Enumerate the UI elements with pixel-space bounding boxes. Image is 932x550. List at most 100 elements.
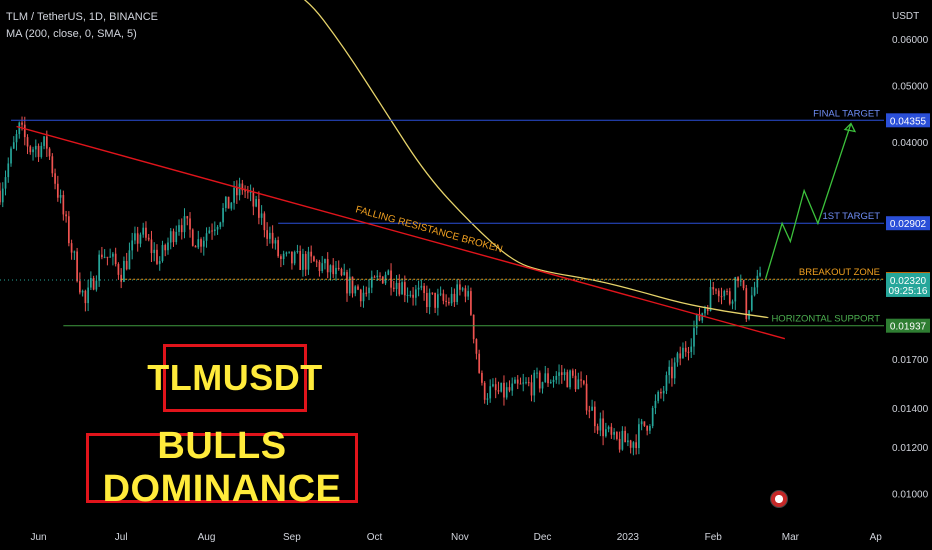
- level-label-1: 1ST TARGET: [822, 211, 880, 222]
- candle-body: [359, 289, 362, 302]
- candle-body: [335, 267, 337, 275]
- candle-body: [340, 269, 343, 276]
- candle-body: [649, 426, 651, 431]
- candle-body: [373, 276, 376, 278]
- candle-body: [293, 252, 296, 264]
- candle-body: [629, 440, 632, 448]
- candle-body: [684, 347, 687, 352]
- candle-body: [687, 351, 690, 353]
- candle-body: [481, 372, 483, 383]
- candle-body: [70, 243, 73, 253]
- candle-body: [112, 253, 114, 257]
- us-flag-icon: [770, 490, 788, 508]
- candle-body: [682, 347, 684, 359]
- candle-body: [723, 291, 726, 297]
- candle-body: [673, 362, 676, 379]
- headline-callout-box: BULLS DOMINANCE: [86, 425, 358, 510]
- candle-body: [79, 281, 81, 293]
- candle-body: [456, 284, 459, 303]
- candle-body: [489, 386, 492, 399]
- candle-body: [296, 251, 299, 253]
- candle-body: [131, 240, 134, 251]
- candle-body: [15, 134, 18, 143]
- candle-body: [657, 391, 660, 401]
- candle-body: [525, 382, 527, 384]
- candle-body: [230, 202, 233, 209]
- falling-resistance-line: [16, 125, 786, 340]
- candle-body: [332, 265, 335, 275]
- candle-body: [178, 225, 180, 232]
- candle-body: [271, 232, 274, 244]
- candle-body: [417, 287, 420, 290]
- candle-body: [7, 163, 10, 178]
- candle-body: [244, 190, 246, 192]
- candle-body: [189, 218, 191, 230]
- candle-body: [211, 230, 213, 232]
- candle-body: [409, 294, 412, 296]
- current-price-badge-bg: [886, 272, 930, 297]
- candle-body: [222, 207, 224, 223]
- x-tick-label-0: Jun: [30, 532, 46, 543]
- candle-body: [591, 406, 593, 411]
- candle-body: [269, 232, 271, 239]
- candle-body: [368, 287, 370, 294]
- candle-body: [640, 421, 643, 425]
- candle-body: [117, 264, 120, 275]
- candle-body: [552, 379, 555, 383]
- candle-body: [197, 239, 200, 248]
- level-badge-0-bg: [886, 113, 930, 128]
- candle-body: [324, 259, 326, 264]
- candle-body: [354, 286, 357, 294]
- candle-body: [109, 256, 112, 258]
- x-tick-label-3: Sep: [283, 532, 301, 543]
- candle-body: [153, 249, 156, 254]
- candle-body: [40, 145, 43, 157]
- candle-body: [726, 291, 728, 293]
- candle-body: [139, 234, 142, 244]
- candle-body: [351, 276, 354, 294]
- candle-body: [425, 293, 428, 308]
- candle-body: [252, 191, 255, 207]
- candle-body: [635, 442, 638, 449]
- candle-body: [150, 239, 153, 254]
- candle-body: [26, 137, 29, 147]
- candle-body: [357, 286, 359, 290]
- candle-body: [478, 353, 481, 373]
- y-tick-label-0: 0.06000: [892, 35, 929, 46]
- candle-body: [106, 256, 109, 258]
- y-tick-label-6: 0.01000: [892, 489, 929, 500]
- candle-body: [288, 251, 291, 253]
- candle-body: [445, 300, 447, 302]
- candle-body: [241, 183, 244, 191]
- candle-body: [51, 156, 54, 174]
- candle-body: [406, 294, 409, 296]
- candle-body: [676, 353, 679, 363]
- candle-body: [34, 145, 37, 150]
- candle-body: [48, 148, 51, 157]
- candle-body: [577, 379, 580, 390]
- candle-body: [621, 430, 624, 450]
- current-price-badge-text: 0.02320: [890, 276, 927, 287]
- level-badge-3-text: 0.01937: [890, 322, 927, 333]
- candle-body: [638, 424, 640, 449]
- candle-body: [258, 199, 260, 218]
- candle-body: [1, 188, 4, 203]
- projection-path: [764, 123, 852, 280]
- y-tick-label-4: 0.01400: [892, 404, 929, 415]
- candle-body: [348, 276, 351, 294]
- currency-label: USDT: [892, 11, 920, 22]
- candle-body: [536, 372, 538, 374]
- candle-body: [186, 216, 189, 219]
- candle-body: [571, 370, 574, 376]
- candle-body: [450, 293, 453, 304]
- candle-body: [54, 173, 56, 184]
- candle-body: [704, 308, 706, 314]
- candle-body: [255, 199, 257, 207]
- candle-body: [715, 289, 717, 291]
- moving-average-line: [303, 0, 769, 319]
- candle-body: [379, 275, 381, 277]
- candle-body: [461, 288, 464, 290]
- candle-body: [706, 308, 709, 312]
- level-label-3: HORIZONTAL SUPPORT: [771, 314, 880, 325]
- candle-body: [646, 425, 649, 431]
